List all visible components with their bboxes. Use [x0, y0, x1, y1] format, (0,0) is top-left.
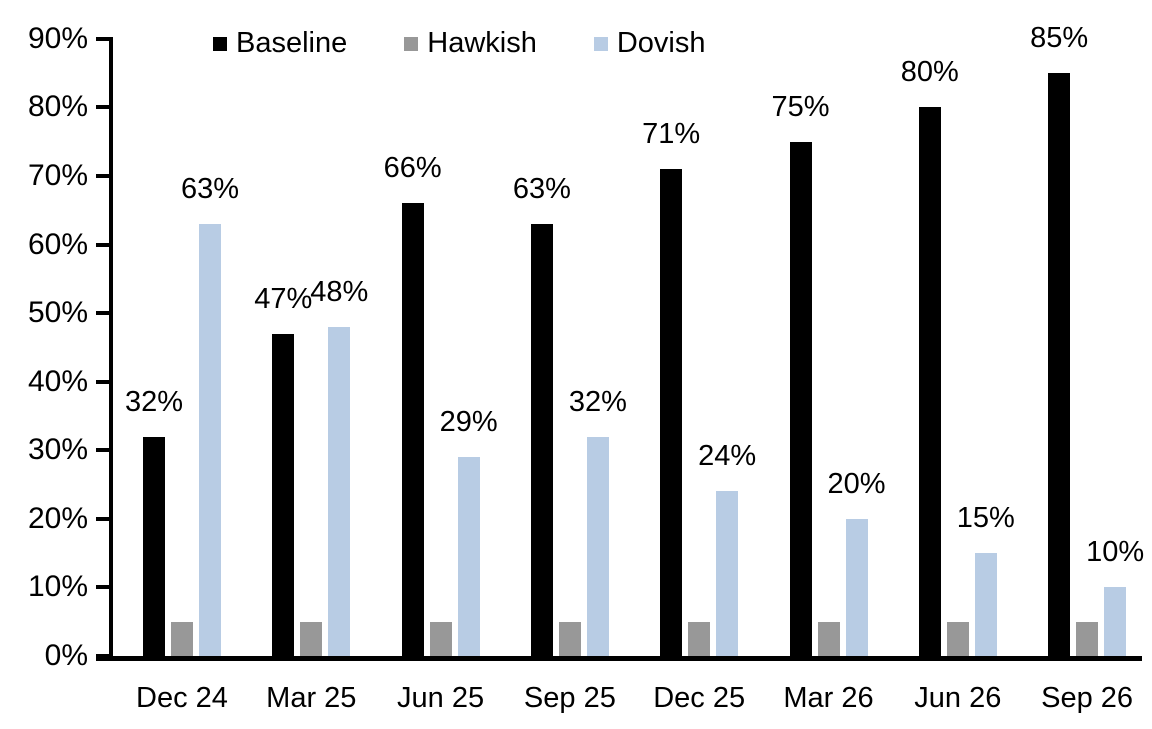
dovish-swatch-icon — [593, 36, 608, 51]
x-axis-label: Jun 25 — [397, 682, 485, 714]
y-tick — [96, 379, 111, 384]
bar-value-label: 10% — [1086, 536, 1145, 569]
x-axis-line — [96, 656, 1142, 661]
x-axis-label: Sep 26 — [1041, 682, 1134, 714]
y-tick — [96, 516, 111, 521]
bar-dovish — [845, 518, 868, 656]
bar-value-label: 85% — [1030, 22, 1089, 55]
bar-baseline — [1048, 73, 1071, 656]
x-axis-label: Dec 25 — [653, 682, 746, 714]
bar-hawkish — [1076, 621, 1099, 656]
y-tick-label: 40% — [27, 364, 88, 398]
bar-value-label: 29% — [439, 406, 498, 439]
bar-value-label: 48% — [310, 275, 369, 308]
y-tick-label: 0% — [44, 639, 88, 672]
bar-value-label: 15% — [956, 502, 1015, 535]
y-tick — [96, 242, 111, 247]
bar-hawkish — [946, 621, 969, 656]
y-tick — [96, 105, 111, 110]
bar-hawkish — [558, 621, 581, 656]
y-tick-label: 90% — [27, 21, 88, 55]
legend-label-dovish: Dovish — [616, 27, 706, 59]
y-tick — [96, 448, 111, 453]
legend-label-hawkish: Hawkish — [427, 27, 537, 59]
bar-dovish — [586, 436, 609, 656]
hawkish-swatch-icon — [404, 36, 419, 51]
bar-hawkish — [300, 621, 323, 656]
bar-baseline — [660, 169, 683, 656]
bar-value-label: 63% — [512, 173, 571, 205]
bar-baseline — [401, 203, 424, 656]
x-axis-label: Mar 25 — [266, 682, 357, 714]
bar-hawkish — [688, 621, 711, 656]
x-axis-label: Sep 25 — [523, 682, 616, 714]
bar-value-label: 32% — [568, 385, 627, 418]
y-tick-label: 30% — [27, 433, 88, 467]
bar-value-label: 63% — [180, 173, 240, 205]
bar-hawkish — [171, 621, 193, 656]
y-tick — [96, 174, 111, 178]
y-tick-label: 20% — [27, 501, 88, 535]
bar-value-label: 24% — [698, 440, 757, 473]
x-axis-label: Dec 24 — [136, 682, 228, 714]
bar-value-label: 20% — [827, 467, 886, 500]
bar-dovish — [328, 326, 351, 656]
bar-dovish — [457, 457, 480, 656]
bar-value-label: 71% — [642, 118, 701, 151]
y-tick-label: 80% — [27, 90, 88, 124]
x-axis-label: Mar 26 — [783, 682, 874, 714]
bar-hawkish — [429, 621, 452, 656]
baseline-swatch-icon — [213, 36, 227, 51]
bar-baseline — [272, 333, 295, 656]
bar-baseline — [789, 141, 812, 656]
legend: Baseline Hawkish Dovish — [213, 27, 706, 60]
y-tick-label: 70% — [27, 159, 88, 192]
x-axis-label: Jun 26 — [914, 682, 1002, 714]
legend-item-dovish: Dovish — [593, 27, 706, 60]
bar-value-label: 47% — [254, 282, 313, 315]
y-tick-label: 60% — [27, 227, 88, 261]
bar-hawkish — [817, 621, 840, 656]
bar-value-label: 66% — [383, 152, 442, 185]
bar-dovish — [1104, 587, 1127, 656]
bar-dovish — [199, 224, 221, 656]
bar-dovish — [974, 553, 997, 656]
y-tick-label: 10% — [27, 570, 88, 604]
y-tick — [96, 585, 111, 590]
bar-value-label: 80% — [900, 56, 959, 89]
bar-baseline — [918, 107, 941, 656]
legend-item-hawkish: Hawkish — [404, 27, 537, 60]
y-tick-label: 50% — [27, 296, 88, 330]
y-tick — [96, 36, 111, 41]
legend-item-baseline: Baseline — [213, 27, 347, 60]
legend-label-baseline: Baseline — [236, 27, 348, 59]
bar-dovish — [716, 491, 739, 656]
y-axis-line — [109, 37, 113, 661]
y-tick — [96, 311, 111, 316]
bar-baseline — [143, 436, 165, 656]
bar-baseline — [530, 224, 553, 656]
bar-value-label: 32% — [124, 385, 184, 418]
bar-value-label: 75% — [771, 90, 830, 123]
